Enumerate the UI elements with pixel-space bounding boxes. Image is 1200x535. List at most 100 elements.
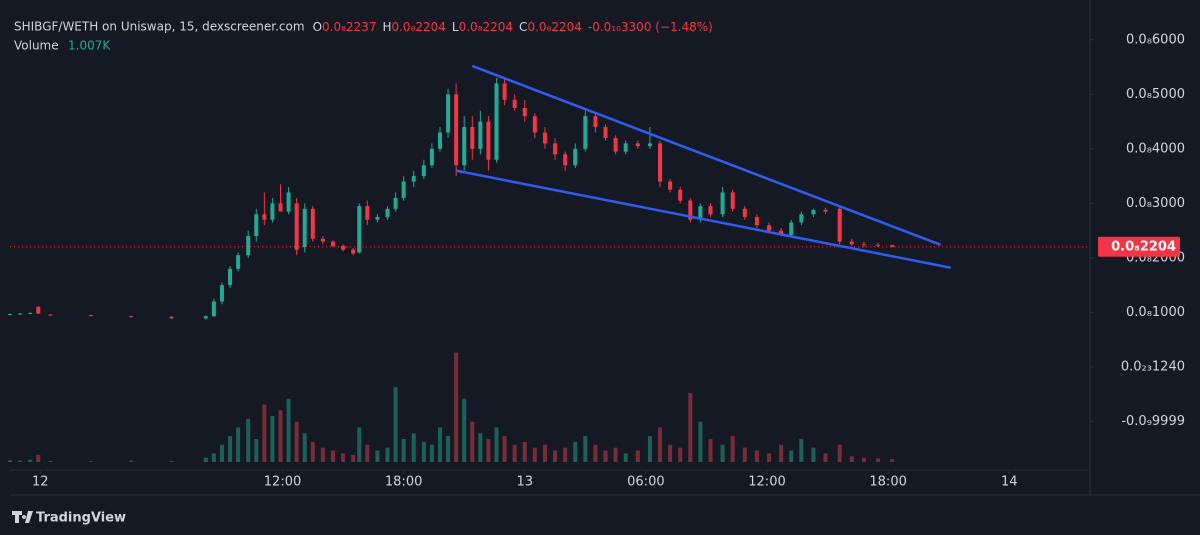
legend-key: C [519, 20, 527, 34]
volume-bar [779, 444, 784, 462]
volume-bar [522, 441, 527, 462]
candle-body [437, 132, 442, 149]
x-tick-label: 12:00 [748, 475, 785, 490]
volume-bar [341, 453, 346, 462]
candle-body [330, 241, 335, 246]
volume-bar [219, 444, 224, 462]
candle-body [688, 200, 693, 220]
volume-bar [603, 450, 608, 462]
legend-value: 0.0₈2204 [459, 20, 513, 34]
y-tick-label: 0.0₈3000 [1126, 196, 1185, 211]
y-tick-label: 0.0₈1000 [1126, 305, 1185, 320]
candle-body [219, 285, 224, 302]
volume-bar [494, 427, 499, 462]
volume-bar [203, 457, 208, 462]
volume-bar [502, 436, 507, 462]
volume-bar [254, 439, 259, 462]
legend-value: 0.0₈2237 [322, 20, 376, 34]
candle-body [28, 312, 33, 314]
candle-body [375, 217, 380, 220]
y-tick-label: 0.0₈5000 [1126, 87, 1185, 102]
axes: 0.0₈60000.0₈50000.0₈40000.0₈30000.0₈2000… [32, 32, 1185, 489]
candle-body [393, 197, 398, 209]
candle-body [454, 94, 459, 166]
x-tick-label: 14 [1001, 475, 1018, 490]
volume-bar [401, 439, 406, 462]
volume-bar [330, 450, 335, 462]
candle-body [754, 217, 759, 226]
volume-bar [462, 398, 467, 462]
volume-bar [583, 436, 588, 462]
candle-body [698, 206, 703, 220]
candles [8, 77, 1090, 320]
volume-bar [302, 433, 307, 462]
volume-bar [294, 421, 299, 462]
candle-body [429, 148, 434, 166]
ohlc-legend: O0.0₈2237 H0.0₈2204 L0.0₈2204 C0.0₈2204 -0.0… [313, 20, 713, 34]
candle-body [811, 209, 816, 215]
candle-body [236, 255, 241, 269]
candle-body [623, 143, 628, 152]
symbol-title: SHIBGF/WETH on Uniswap, 15, dexscreener.… [14, 20, 305, 34]
volume-bar [486, 439, 491, 462]
candle-body [603, 127, 608, 138]
candle-body [635, 143, 640, 147]
volume-bar [18, 460, 23, 462]
x-tick-label: 18:00 [385, 475, 422, 490]
volume-bar [236, 427, 241, 462]
candle-body [129, 316, 134, 318]
volume-bar [698, 421, 703, 462]
candle-body [470, 127, 475, 149]
volume-bar [730, 436, 735, 462]
candle-body [502, 83, 507, 100]
candle-body [169, 316, 174, 319]
candle-body [779, 230, 784, 235]
trendline [471, 64, 942, 246]
candle-body [593, 116, 598, 128]
candle-body [320, 238, 325, 242]
volume-bar [262, 404, 267, 462]
volume-bar [8, 460, 12, 462]
drawings [455, 64, 951, 269]
candle-body [88, 315, 93, 317]
x-tick-label: 12:00 [264, 475, 301, 490]
candle-body [286, 192, 291, 212]
volume-bar [393, 387, 398, 462]
legend-key: H [382, 20, 391, 34]
candle-body [573, 148, 578, 166]
volume-bar [211, 453, 216, 462]
candle-body [351, 249, 356, 254]
volume-bar [563, 447, 568, 462]
candle-body [668, 181, 673, 190]
volume-bar [512, 444, 517, 462]
volume-bar [532, 447, 537, 462]
volume-bar [823, 453, 828, 462]
volume-bar [668, 444, 673, 462]
volume-bar [754, 450, 759, 462]
volume-bar [48, 460, 53, 462]
volume-bar [811, 447, 816, 462]
candle-body [302, 208, 307, 247]
brand-logo [12, 511, 33, 523]
volume-bar [553, 450, 558, 462]
volume-bar [228, 436, 233, 462]
candle-body [563, 154, 568, 166]
volume-bar [720, 444, 725, 462]
volume-bar [36, 454, 41, 462]
volume-bar [678, 447, 683, 462]
legend-key: L [452, 20, 459, 34]
volume-bar [28, 459, 33, 462]
candle-body [446, 94, 451, 133]
volume-bar [623, 453, 628, 462]
y-tick-label: 0.0₈4000 [1126, 141, 1185, 156]
volume-value: 1.007K [68, 39, 111, 53]
x-tick-label: 12 [32, 475, 49, 490]
candle-body [708, 206, 713, 215]
volume-bar [246, 418, 251, 462]
candle-body [647, 143, 652, 147]
candle-body [522, 107, 527, 117]
volume-bar [357, 427, 362, 462]
y-tick-label: 0.0₈6000 [1126, 32, 1185, 47]
candle-body [401, 181, 406, 198]
